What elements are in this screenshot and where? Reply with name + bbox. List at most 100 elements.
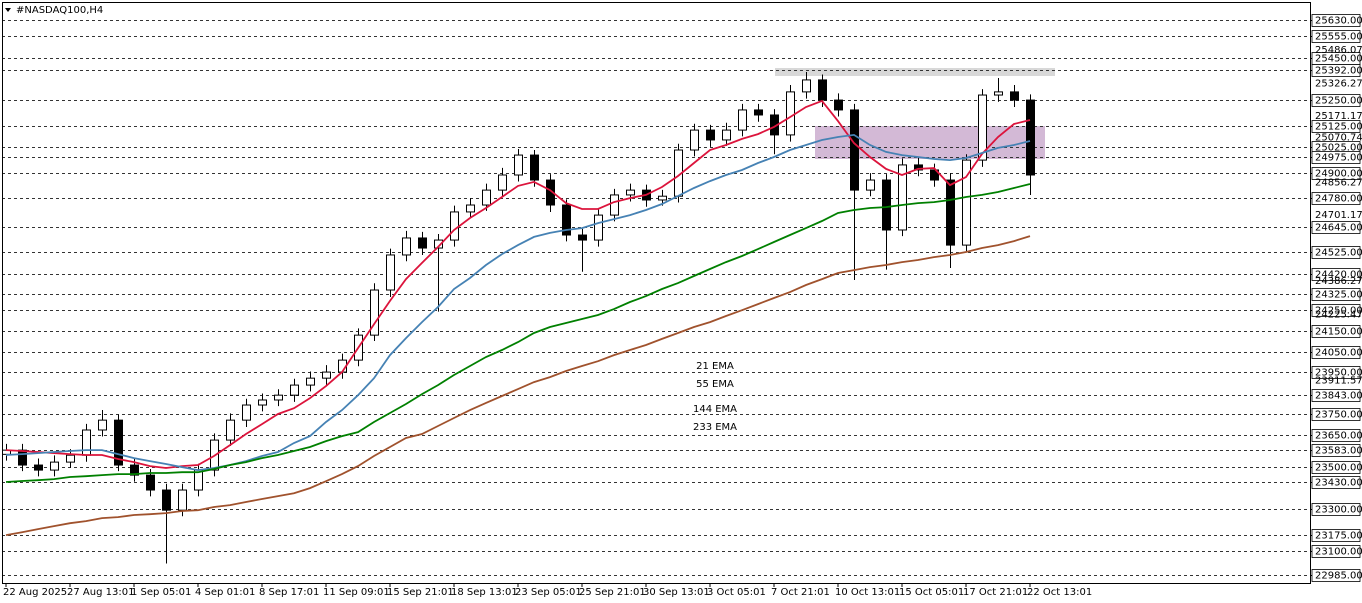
- level-label: 25486.07: [1315, 45, 1362, 56]
- candle-body: [786, 91, 795, 136]
- candle-body: [738, 109, 747, 131]
- candle-body: [178, 489, 187, 511]
- y-tick-box: [1311, 30, 1361, 43]
- candle-body: [274, 394, 283, 401]
- candle-body: [306, 377, 315, 386]
- y-tick-label: 24150.00: [1315, 327, 1362, 338]
- candle-body: [898, 164, 907, 231]
- y-tick-box: [1311, 444, 1361, 457]
- y-tick-label: 24525.00: [1315, 248, 1362, 259]
- candle-body: [754, 109, 763, 116]
- candle-body: [514, 154, 523, 176]
- y-tick-label: 25450.00: [1315, 54, 1362, 65]
- y-tick-box: [1311, 167, 1361, 180]
- candle-body: [834, 99, 843, 111]
- y-tick-label: 23300.00: [1315, 505, 1362, 516]
- y-tick-label: 24050.00: [1315, 348, 1362, 359]
- candle-body: [1010, 91, 1019, 101]
- level-label: 24386.27: [1315, 276, 1362, 287]
- ema-label: 233 EMA: [693, 422, 737, 433]
- candle-body: [322, 371, 331, 379]
- candle-body: [914, 164, 923, 171]
- candle-body: [562, 204, 571, 236]
- level-label: 24701.17: [1315, 210, 1362, 221]
- y-tick-box: [1311, 366, 1361, 379]
- candle-body: [130, 464, 139, 476]
- candle-body: [482, 189, 491, 206]
- range-zone: [815, 126, 1045, 159]
- y-tick-box: [1311, 389, 1361, 402]
- candle-body: [706, 129, 715, 141]
- y-tick-label: 25392.00: [1315, 66, 1362, 77]
- candle-body: [866, 179, 875, 191]
- candle-body: [290, 384, 299, 396]
- y-tick-label: 22985.00: [1315, 571, 1362, 582]
- y-tick-label: 24420.00: [1315, 270, 1362, 281]
- y-tick-label: 25125.00: [1315, 122, 1362, 133]
- y-tick-label: 23843.00: [1315, 391, 1362, 402]
- candle-body: [226, 419, 235, 441]
- y-tick-label: 25025.00: [1315, 143, 1362, 154]
- candle-body: [962, 159, 971, 246]
- x-tick-label: 7 Oct 21:01: [771, 587, 830, 598]
- y-tick-box: [1311, 246, 1361, 259]
- y-tick-box: [1311, 120, 1361, 133]
- level-label: 24225.47: [1315, 310, 1362, 321]
- y-tick-label: 23750.00: [1315, 410, 1362, 421]
- x-tick-label: 8 Sep 17:01: [259, 587, 319, 598]
- y-tick-label: 25555.00: [1315, 32, 1362, 43]
- y-tick-box: [1311, 325, 1361, 338]
- candle-body: [946, 179, 955, 246]
- candle-body: [658, 195, 667, 201]
- x-tick-label: 11 Sep 09:01: [323, 587, 390, 598]
- level-label: 25070.74: [1315, 132, 1362, 143]
- menu-triangle[interactable]: [5, 8, 11, 12]
- level-label: 23911.57: [1315, 376, 1362, 387]
- x-tick-label: 30 Sep 13:01: [643, 587, 710, 598]
- candle-body: [66, 454, 75, 463]
- candle-body: [994, 91, 1003, 96]
- ema-label: 144 EMA: [693, 404, 737, 415]
- candle-body: [386, 254, 395, 291]
- ema-line: [5, 235, 1031, 536]
- x-tick-label: 17 Oct 21:01: [963, 587, 1028, 598]
- candle-body: [418, 237, 427, 249]
- level-label: 24856.27: [1315, 177, 1362, 188]
- x-tick-label: 3 Oct 05:01: [707, 587, 766, 598]
- y-tick-label: 23583.00: [1315, 446, 1362, 457]
- y-tick-box: [1311, 476, 1361, 489]
- candle-body: [402, 237, 411, 256]
- ema-line: [5, 133, 1031, 472]
- plot-frame: [2, 2, 1311, 584]
- candle-body: [978, 94, 987, 161]
- y-tick-box: [1311, 64, 1361, 77]
- x-tick-label: 1 Sep 05:01: [131, 587, 191, 598]
- candle-body: [626, 189, 635, 196]
- candle-body: [114, 419, 123, 466]
- x-tick-label: 10 Oct 13:01: [835, 587, 900, 598]
- level-label: 25171.17: [1315, 111, 1362, 122]
- chart-title: #NASDAQ100,H4: [16, 5, 103, 16]
- candle-body: [578, 234, 587, 241]
- candle-body: [498, 174, 507, 191]
- y-tick-box: [1311, 304, 1361, 317]
- candle-body: [466, 204, 475, 213]
- candle-body: [82, 429, 91, 456]
- y-tick-label: 24250.00: [1315, 306, 1362, 317]
- candle-body: [546, 179, 555, 206]
- candle-body: [594, 214, 603, 241]
- y-tick-box: [1311, 529, 1361, 542]
- y-tick-label: 23650.00: [1315, 431, 1362, 442]
- x-tick-label: 22 Oct 13:01: [1027, 587, 1092, 598]
- x-tick-label: 27 Aug 13:01: [67, 587, 134, 598]
- candle-body: [530, 154, 539, 181]
- y-tick-box: [1311, 192, 1361, 205]
- candle-body: [258, 399, 267, 406]
- x-tick-label: 4 Sep 01:01: [195, 587, 255, 598]
- candle-body: [370, 289, 379, 336]
- candle-body: [882, 179, 891, 231]
- x-tick-label: 15 Oct 05:01: [899, 587, 964, 598]
